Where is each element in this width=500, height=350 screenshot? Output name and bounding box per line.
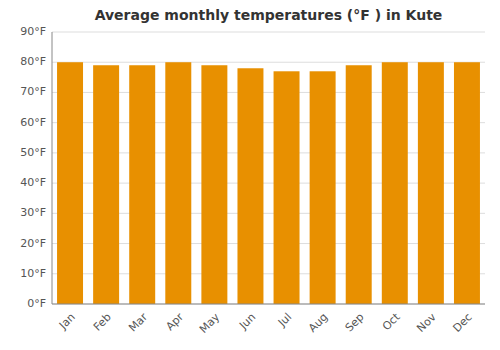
x-tick-label: Nov [414,310,439,335]
bar [57,62,83,304]
bar [454,62,480,304]
y-tick-label: 80°F [20,55,46,68]
y-tick-label: 40°F [20,176,46,189]
x-axis-line [52,304,485,305]
bar [165,62,191,304]
y-tick-label: 60°F [20,116,46,129]
x-tick-label: May [197,310,223,336]
bar [129,65,155,304]
y-tick-label: 0°F [27,297,46,310]
title: Average monthly temperatures (°F ) in Ku… [95,7,443,23]
x-tick-label: Sep [343,311,367,335]
bar [346,65,372,304]
chart-container: 0°F 10°F 20°F 30°F 40°F 50°F 60°F 70°F 80°F 90°F J… [0,0,500,350]
grid [52,32,485,304]
y-tick-label: 30°F [20,206,46,219]
x-tick-label: Jun [236,311,258,333]
x-tick-label: Feb [91,311,114,334]
bar [310,71,336,304]
y-tick-label: 20°F [20,237,46,250]
bar [237,68,263,304]
bars [57,62,480,304]
x-tick-label: Aug [306,311,330,335]
x-tick-label: Apr [163,310,186,333]
x-tick-label: Dec [450,311,474,335]
bar [201,65,227,304]
y-tick-label: 50°F [20,146,46,159]
bar [93,65,119,304]
x-tick-label: Jul [275,311,294,330]
chart: 0°F 10°F 20°F 30°F 40°F 50°F 60°F 70°F 80°F 90°F J… [0,0,500,350]
bar [382,62,408,304]
x-tick-label: Jan [56,311,78,333]
y-tick-label: 10°F [20,267,46,280]
grid-line [52,304,485,305]
y-tick-label: 90°F [20,25,46,38]
x-tick-label: Oct [380,310,403,333]
y-axis-line [52,32,53,304]
y-tick-label: 70°F [20,85,46,98]
bar [418,62,444,304]
bar [274,71,300,304]
x-tick-label: Mar [126,310,150,334]
grid-line [52,32,485,33]
